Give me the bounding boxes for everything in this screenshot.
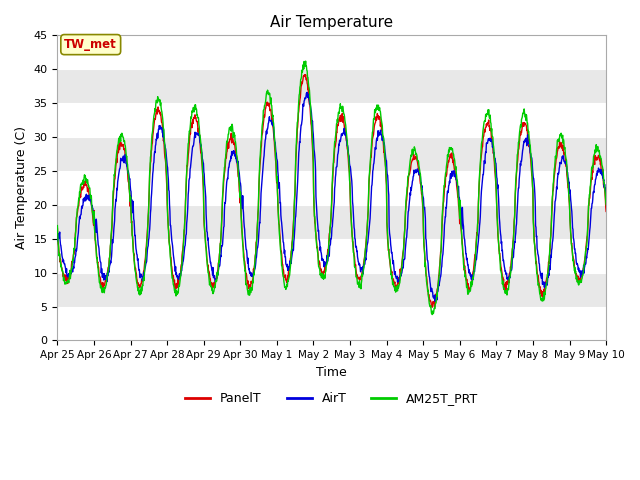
Bar	[58, 137, 606, 171]
Bar	[58, 205, 606, 239]
Text: TW_met: TW_met	[65, 38, 117, 51]
X-axis label: Time: Time	[316, 366, 347, 379]
Y-axis label: Air Temperature (C): Air Temperature (C)	[15, 126, 28, 250]
Title: Air Temperature: Air Temperature	[270, 15, 394, 30]
Bar	[58, 307, 606, 340]
Bar	[58, 103, 606, 137]
Bar	[58, 36, 606, 69]
Bar	[58, 273, 606, 307]
Bar	[58, 69, 606, 103]
Bar	[58, 239, 606, 273]
Legend: PanelT, AirT, AM25T_PRT: PanelT, AirT, AM25T_PRT	[180, 387, 484, 410]
Bar	[58, 171, 606, 205]
